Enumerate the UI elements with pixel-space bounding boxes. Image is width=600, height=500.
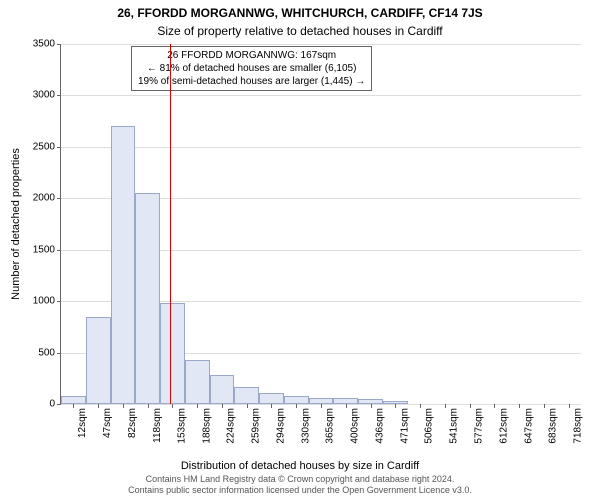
xtick-label: 506sqm [424,408,435,444]
annotation-line3: 19% of semi-detached houses are larger (… [138,75,365,88]
bar [160,303,185,404]
footer: Contains HM Land Registry data © Crown c… [0,474,600,496]
ytick-label: 3500 [33,39,55,50]
xtick-label: 436sqm [375,408,386,444]
xtick-label: 612sqm [498,408,509,444]
ytick-mark [57,250,61,251]
bar [61,396,86,404]
y-axis-label: Number of detached properties [10,148,22,300]
ytick-mark [57,198,61,199]
ytick-mark [57,44,61,45]
bar [234,387,259,404]
annotation-box: 26 FFORDD MORGANNWG: 167sqm ← 81% of det… [131,46,372,91]
ytick-label: 1500 [33,244,55,255]
x-axis-label: Distribution of detached houses by size … [0,460,600,472]
ytick-mark [57,147,61,148]
xtick-label: 647sqm [523,408,534,444]
footer-line2: Contains public sector information licen… [0,485,600,496]
ytick-label: 1000 [33,296,55,307]
xtick-label: 365sqm [325,408,336,444]
gridline [61,147,581,148]
xtick-label: 188sqm [201,408,212,444]
ytick-label: 3000 [33,90,55,101]
xtick-label: 577sqm [474,408,485,444]
ytick-label: 2500 [33,141,55,152]
footer-line1: Contains HM Land Registry data © Crown c… [0,474,600,485]
gridline [61,44,581,45]
xtick-mark [371,404,372,408]
xtick-mark [544,404,545,408]
bar [111,126,136,404]
xtick-label: 82sqm [127,408,138,438]
xtick-label: 12sqm [77,408,88,438]
annotation-line2: ← 81% of detached houses are smaller (6,… [138,62,365,75]
xtick-mark [494,404,495,408]
ytick-label: 2000 [33,193,55,204]
xtick-mark [123,404,124,408]
xtick-mark [296,404,297,408]
xtick-mark [197,404,198,408]
xtick-label: 259sqm [251,408,262,444]
bar [185,360,210,404]
bar [135,193,160,404]
ytick-mark [57,301,61,302]
xtick-mark [470,404,471,408]
ytick-mark [57,404,61,405]
title-sub: Size of property relative to detached ho… [0,24,600,38]
ytick-label: 500 [38,347,55,358]
plot-area: 26 FFORDD MORGANNWG: 167sqm ← 81% of det… [60,44,581,405]
xtick-mark [395,404,396,408]
gridline [61,95,581,96]
xtick-label: 471sqm [399,408,410,444]
xtick-label: 683sqm [548,408,559,444]
xtick-mark [73,404,74,408]
xtick-mark [222,404,223,408]
xtick-label: 541sqm [449,408,460,444]
xtick-label: 294sqm [275,408,286,444]
annotation-line1: 26 FFORDD MORGANNWG: 167sqm [138,49,365,62]
xtick-label: 330sqm [300,408,311,444]
reference-line [170,44,171,404]
xtick-mark [247,404,248,408]
xtick-label: 47sqm [102,408,113,438]
ytick-label: 0 [49,399,55,410]
title-main: 26, FFORDD MORGANNWG, WHITCHURCH, CARDIF… [0,6,600,20]
xtick-mark [172,404,173,408]
xtick-label: 400sqm [350,408,361,444]
xtick-mark [445,404,446,408]
bar [86,317,111,404]
xtick-mark [98,404,99,408]
xtick-mark [519,404,520,408]
xtick-mark [346,404,347,408]
bar [210,375,235,404]
chart-container: 26, FFORDD MORGANNWG, WHITCHURCH, CARDIF… [0,0,600,500]
xtick-mark [148,404,149,408]
bar [284,396,309,404]
ytick-mark [57,353,61,354]
xtick-mark [271,404,272,408]
bar [259,393,284,404]
xtick-label: 718sqm [573,408,584,444]
xtick-mark [569,404,570,408]
xtick-label: 153sqm [176,408,187,444]
xtick-label: 224sqm [226,408,237,444]
xtick-mark [321,404,322,408]
xtick-label: 118sqm [152,408,163,443]
xtick-mark [420,404,421,408]
ytick-mark [57,95,61,96]
